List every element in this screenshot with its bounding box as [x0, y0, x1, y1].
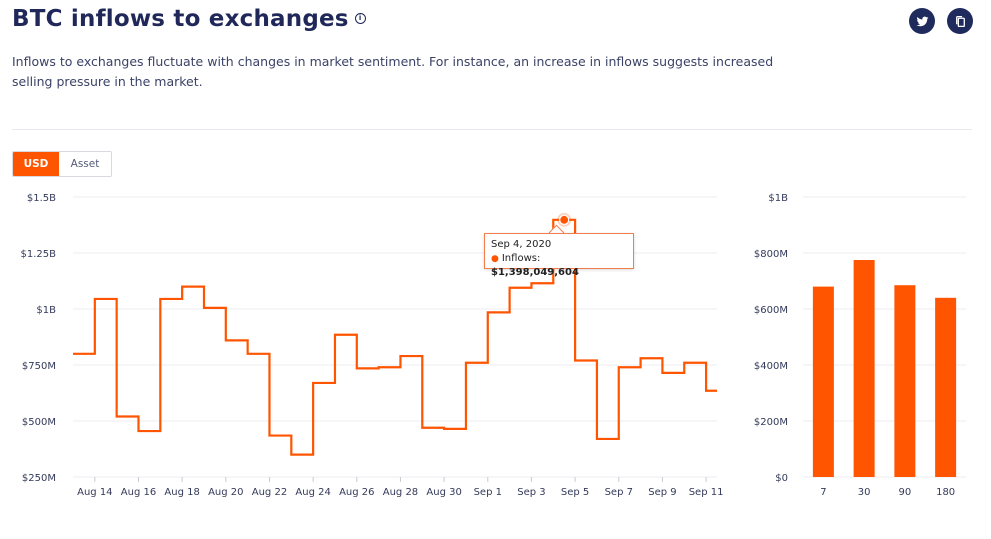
tooltip-dot-icon: ●: [491, 254, 499, 264]
bar-chart-x-axis: 7 30 90 180: [820, 487, 955, 498]
y-tick-label: $750M: [22, 361, 56, 372]
y-tick-label: $0: [775, 473, 788, 484]
y-tick-label: $1B: [36, 305, 56, 316]
x-tick-label: Sep 11: [689, 487, 724, 498]
bar[interactable]: [894, 285, 915, 477]
bar-chart-y-axis: $0 $200M $400M $600M $800M $1B: [754, 193, 788, 484]
x-tick-label: Sep 1: [474, 487, 502, 498]
x-tick-label: Aug 14: [77, 487, 112, 498]
tooltip-label: Inflows:: [502, 253, 540, 264]
tooltip-date: Sep 4, 2020: [491, 238, 627, 252]
x-tick-label: 90: [899, 487, 912, 498]
y-tick-label: $500M: [22, 417, 56, 428]
y-tick-label: $1.5B: [27, 193, 56, 204]
bar-chart-series: [813, 260, 956, 477]
y-tick-label: $250M: [22, 473, 56, 484]
tooltip-value-row: ● Inflows: $1,398,049,604: [491, 252, 627, 280]
x-tick-label: Sep 9: [648, 487, 676, 498]
tooltip-value: $1,398,049,604: [491, 267, 579, 278]
y-tick-label: $1B: [768, 193, 788, 204]
x-tick-label: Aug 30: [426, 487, 461, 498]
x-tick-label: Aug 18: [164, 487, 199, 498]
line-chart-y-axis: $250M $500M $750M $1B $1.25B $1.5B: [21, 193, 57, 484]
x-tick-label: Aug 22: [252, 487, 287, 498]
x-tick-label: 30: [858, 487, 871, 498]
x-tick-label: Sep 7: [605, 487, 633, 498]
y-tick-label: $600M: [754, 305, 788, 316]
x-tick-label: 7: [820, 487, 826, 498]
y-tick-label: $200M: [754, 417, 788, 428]
y-tick-label: $1.25B: [21, 249, 57, 260]
x-tick-label: Aug 26: [339, 487, 374, 498]
x-tick-label: Sep 3: [517, 487, 545, 498]
x-tick-label: Aug 24: [295, 487, 330, 498]
x-tick-label: Aug 28: [383, 487, 418, 498]
x-tick-label: Sep 5: [561, 487, 589, 498]
x-tick-label: 180: [936, 487, 955, 498]
highlight-point[interactable]: [560, 215, 569, 224]
x-tick-label: Aug 20: [208, 487, 243, 498]
line-chart-x-axis: Aug 14 Aug 16 Aug 18 Aug 20 Aug 22 Aug 24 Aug …: [77, 477, 723, 498]
chart-tooltip: Sep 4, 2020 ● Inflows: $1,398,049,604: [484, 233, 634, 269]
bar[interactable]: [813, 287, 834, 477]
y-tick-label: $400M: [754, 361, 788, 372]
bar[interactable]: [854, 260, 875, 477]
y-tick-label: $800M: [754, 249, 788, 260]
bar[interactable]: [935, 298, 956, 477]
x-tick-label: Aug 16: [121, 487, 156, 498]
